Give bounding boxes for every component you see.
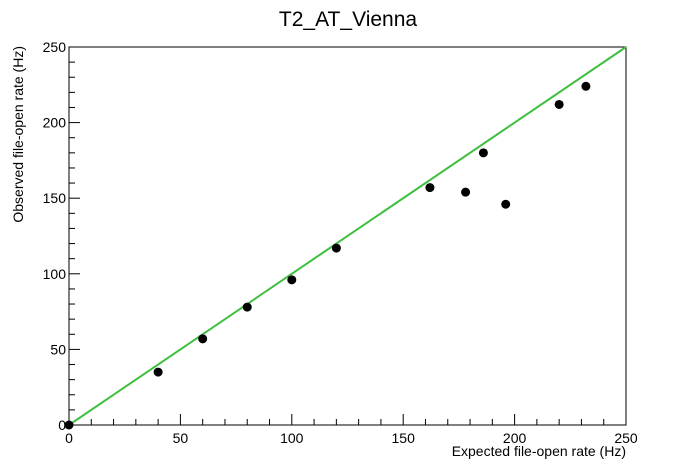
y-tick-label: 100 [43,266,67,282]
data-point [581,81,591,91]
reference-line-group [68,46,627,426]
data-point [242,302,252,312]
y-tick-label: 0 [58,417,66,433]
x-tick-label: 0 [65,430,73,446]
data-points [64,81,591,430]
reference-line [68,46,627,426]
x-tick-label: 200 [503,430,527,446]
data-point [461,187,471,197]
data-point [198,334,208,344]
data-point [153,367,163,377]
y-axis-label: Observed file-open rate (Hz) [10,46,26,223]
x-axis-ticks: 0 50 100 150 200 250 [65,414,638,446]
y-tick-label: 200 [43,115,67,131]
data-point [501,199,511,209]
x-axis-label: Expected file-open rate (Hz) [452,443,626,459]
y-tick-label: 50 [50,341,66,357]
x-tick-label: 150 [392,430,416,446]
data-point [554,99,564,109]
data-point [331,243,341,253]
plot-border [68,46,627,426]
y-tick-label: 250 [43,39,67,55]
x-tick-label: 250 [614,430,638,446]
plot-frame [68,46,627,426]
y-axis-ticks: 0 50 100 150 200 250 [43,39,80,433]
data-point [287,275,297,285]
chart-title: T2_AT_Vienna [279,8,417,31]
data-point [478,148,488,158]
data-point [425,183,435,193]
data-point [64,420,74,430]
x-tick-label: 50 [173,430,189,446]
y-tick-label: 150 [43,190,67,206]
x-tick-label: 100 [280,430,304,446]
